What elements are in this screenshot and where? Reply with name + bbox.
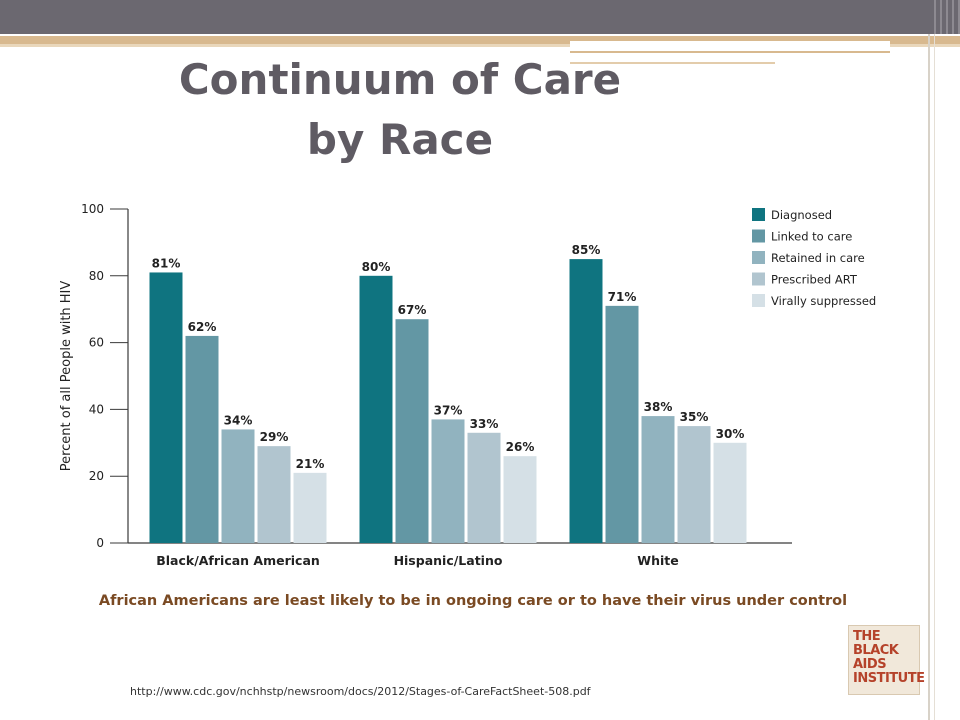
bar-data-label: 80% xyxy=(362,260,391,274)
y-tick-label: 0 xyxy=(96,536,104,550)
y-tick-label: 80 xyxy=(89,269,104,283)
bar-data-label: 26% xyxy=(506,440,535,454)
right-rule xyxy=(928,34,930,720)
legend-label: Retained in care xyxy=(771,251,865,265)
y-axis-label: Percent of all People with HIV xyxy=(59,281,74,472)
logo-line-3: INSTITUTE xyxy=(853,671,925,686)
bar-data-label: 81% xyxy=(152,256,181,270)
bar-data-label: 85% xyxy=(572,243,601,257)
bar-data-label: 35% xyxy=(680,410,709,424)
bar-data-label: 62% xyxy=(188,320,217,334)
bar xyxy=(605,305,639,543)
title-line-2: by Race xyxy=(306,115,494,164)
slide-title: Continuum of Care by Race xyxy=(140,50,660,170)
bar xyxy=(257,446,291,543)
y-tick-label: 20 xyxy=(89,469,104,483)
legend-label: Linked to care xyxy=(771,230,852,244)
bar-chart: 0 20 40 60 80 100 Percent of all People with H… xyxy=(59,202,876,568)
bar-data-label: 67% xyxy=(398,303,427,317)
bar xyxy=(569,259,603,543)
x-category-label: White xyxy=(637,553,678,568)
bar-data-label: 33% xyxy=(470,417,499,431)
x-category-label: Hispanic/Latino xyxy=(394,553,503,568)
accent-cutout xyxy=(570,41,890,51)
bar xyxy=(431,419,465,543)
accent-band xyxy=(0,36,960,44)
legend-swatch xyxy=(752,208,765,221)
logo-line-2: AIDS xyxy=(853,657,887,672)
bar xyxy=(641,416,675,543)
bar-data-label: 30% xyxy=(716,427,745,441)
bar xyxy=(293,472,327,543)
bar xyxy=(677,426,711,543)
bar-data-label: 38% xyxy=(644,400,673,414)
accent-line-short xyxy=(570,62,775,64)
banner-stripe xyxy=(930,0,960,34)
legend-swatch xyxy=(752,251,765,264)
accent-band-light xyxy=(0,44,960,47)
bar xyxy=(467,432,501,543)
legend-swatch xyxy=(752,294,765,307)
bar xyxy=(149,272,183,543)
title-line-1: Continuum of Care xyxy=(178,55,622,104)
black-aids-institute-logo: THE BLACK AIDS INSTITUTE xyxy=(848,625,925,695)
logo-line-1: THE BLACK xyxy=(853,629,899,658)
bar xyxy=(713,442,747,543)
source-link[interactable]: http://www.cdc.gov/nchhstp/newsroom/docs… xyxy=(130,685,591,698)
bar xyxy=(185,335,219,543)
legend-swatch xyxy=(752,272,765,286)
bar-data-label: 21% xyxy=(296,457,325,471)
y-tick-label: 40 xyxy=(89,402,104,416)
bar-data-label: 34% xyxy=(224,413,253,427)
accent-line xyxy=(570,51,890,53)
y-tick-label: 60 xyxy=(89,336,104,350)
y-tick-label: 100 xyxy=(81,202,104,216)
legend-label: Diagnosed xyxy=(771,208,832,222)
bar xyxy=(221,429,255,543)
slide-caption: African Americans are least likely to be… xyxy=(98,593,848,609)
bar xyxy=(395,319,429,543)
legend-label: Prescribed ART xyxy=(771,273,858,287)
right-rule-thin xyxy=(934,34,935,720)
bar xyxy=(503,456,537,543)
bar-data-label: 29% xyxy=(260,430,289,444)
top-banner xyxy=(0,0,960,34)
legend-swatch xyxy=(752,229,765,243)
x-category-label: Black/African American xyxy=(156,553,320,568)
bar-data-label: 37% xyxy=(434,403,463,417)
bar-data-label: 71% xyxy=(608,290,637,304)
bar xyxy=(359,275,393,543)
legend-label: Virally suppressed xyxy=(771,294,876,308)
